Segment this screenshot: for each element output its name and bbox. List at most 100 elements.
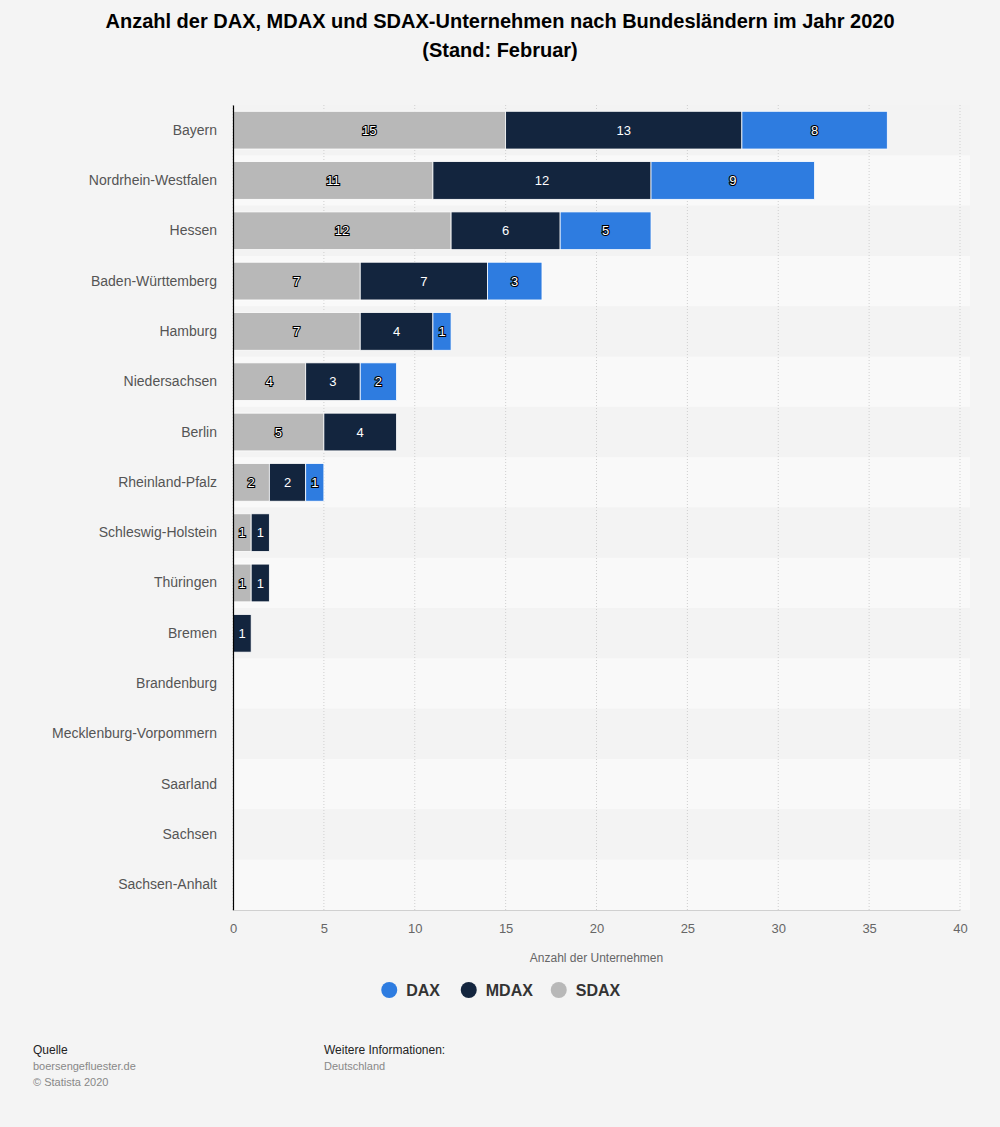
y-tick: Bayern	[173, 122, 233, 138]
bar-segment	[433, 162, 651, 200]
data-label: 1	[238, 525, 245, 540]
data-label: 1	[257, 576, 264, 591]
bar-segment	[269, 463, 305, 501]
data-label: 5	[275, 425, 282, 440]
bar-segment	[233, 564, 251, 602]
y-tick-label: Niedersachsen	[124, 373, 217, 389]
y-tick: Baden-Württemberg	[91, 273, 233, 289]
y-tick: Sachsen-Anhalt	[118, 876, 233, 892]
data-label: 11	[326, 173, 340, 188]
row-stripe	[233, 709, 970, 759]
bar-segment	[433, 313, 451, 351]
y-tick-label: Schleswig-Holstein	[99, 524, 217, 540]
x-tick-label: 0	[230, 921, 237, 936]
x-tick: 15	[499, 910, 513, 936]
row-stripe	[233, 759, 970, 809]
y-tick: Rheinland-Pfalz	[118, 474, 233, 490]
grid-line	[869, 105, 870, 910]
data-label: 7	[420, 274, 427, 289]
data-label: 3	[329, 374, 336, 389]
y-tick: Brandenburg	[136, 675, 233, 691]
x-tick: 0	[230, 910, 237, 936]
data-label: 2	[375, 374, 382, 389]
bar-segment	[251, 514, 269, 552]
y-tick: Hessen	[170, 222, 233, 238]
grid-line	[233, 105, 234, 910]
data-label: 4	[266, 374, 273, 389]
x-tick-label: 40	[953, 921, 967, 936]
data-label: 1	[438, 324, 445, 339]
x-tick: 35	[862, 910, 876, 936]
legend-marker	[381, 982, 397, 998]
y-tick-label: Rheinland-Pfalz	[118, 474, 217, 490]
x-tick-label: 30	[772, 921, 786, 936]
bar-segment	[233, 363, 306, 401]
y-tick: Niedersachsen	[124, 373, 233, 389]
x-tick-label: 25	[681, 921, 695, 936]
y-tick: Schleswig-Holstein	[99, 524, 233, 540]
x-tick: 5	[321, 910, 328, 936]
x-tick-label: 20	[590, 921, 604, 936]
y-tick: Sachsen	[163, 826, 233, 842]
legend: DAXMDAXSDAX	[381, 982, 620, 999]
bar-segment	[651, 162, 815, 200]
x-tick: 30	[772, 910, 786, 936]
row-stripe	[233, 256, 970, 306]
y-tick-label: Thüringen	[154, 574, 217, 590]
subtitle: (Stand: Februar)	[422, 39, 578, 61]
row-stripes	[233, 105, 970, 910]
x-tick: 40	[953, 910, 967, 936]
data-label: 8	[811, 123, 818, 138]
grid	[233, 105, 960, 910]
data-label: 15	[362, 123, 376, 138]
data-label: 2	[248, 475, 255, 490]
row-stripe	[233, 457, 970, 507]
bar-segment	[233, 313, 360, 351]
row-stripe	[233, 306, 970, 356]
row-stripe	[233, 558, 970, 608]
bar-segment	[306, 463, 324, 501]
row-stripe	[233, 608, 970, 658]
bar-segment	[233, 111, 506, 149]
y-tick: Mecklenburg-Vorpommern	[52, 725, 233, 741]
legend-marker	[461, 982, 477, 998]
title: Anzahl der DAX, MDAX und SDAX-Unternehme…	[105, 10, 894, 32]
x-axis-line	[234, 910, 961, 911]
y-tick-label: Hessen	[170, 222, 217, 238]
bar-segment	[742, 111, 887, 149]
annotation: boersengefluester.de	[33, 1060, 136, 1072]
y-tick-label: Sachsen	[163, 826, 217, 842]
chart: Anzahl der DAX, MDAX und SDAX-Unternehme…	[0, 0, 1000, 1127]
legend-label: SDAX	[576, 982, 621, 999]
data-label: 7	[293, 324, 300, 339]
bar-segment	[233, 413, 324, 451]
data-label: 1	[311, 475, 318, 490]
bar-segment	[251, 564, 269, 602]
x-tick: 25	[681, 910, 695, 936]
y-tick: Thüringen	[154, 574, 233, 590]
bar-segment	[233, 614, 251, 652]
x-tick: 10	[408, 910, 422, 936]
x-tick-label: 5	[321, 921, 328, 936]
bar-segment	[233, 514, 251, 552]
data-label: 12	[335, 223, 349, 238]
data-label: 3	[511, 274, 518, 289]
data-label: 6	[502, 223, 509, 238]
data-label: 1	[238, 576, 245, 591]
row-stripe	[233, 206, 970, 256]
legend-item: SDAX	[551, 982, 621, 999]
row-stripe	[233, 508, 970, 558]
legend-item: MDAX	[461, 982, 533, 999]
y-tick: Berlin	[181, 424, 233, 440]
bar-segment	[233, 162, 433, 200]
row-stripe	[233, 357, 970, 407]
grid-line	[778, 105, 779, 910]
annotation: © Statista 2020	[33, 1076, 108, 1088]
y-tick-label: Mecklenburg-Vorpommern	[52, 725, 217, 741]
x-tick: 20	[590, 910, 604, 936]
bar-segment	[451, 212, 560, 250]
data-label: 4	[393, 324, 400, 339]
annotation: Deutschland	[324, 1060, 385, 1072]
data-label: 1	[257, 525, 264, 540]
annotation: Weitere Informationen:	[324, 1043, 445, 1057]
